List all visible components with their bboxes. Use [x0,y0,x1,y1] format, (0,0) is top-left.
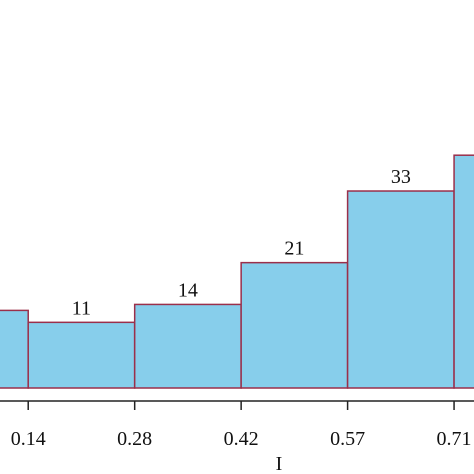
bar [133,303,242,389]
bar [346,190,455,389]
bar [27,321,136,389]
bar [453,154,474,389]
bar [240,261,349,389]
x-tick-label: 0.42 [224,428,259,450]
x-tick-label: 0.28 [117,428,152,450]
bar [0,309,29,389]
x-tick-label: 0.57 [330,428,365,450]
x-axis-label: I [276,453,283,474]
x-tick-label: 0.71 [437,428,472,450]
data-label: 21 [284,238,304,260]
data-label: 33 [391,166,411,188]
x-tick-label: 0.14 [11,428,46,450]
data-label: 14 [178,279,198,301]
data-label: 11 [72,297,91,319]
